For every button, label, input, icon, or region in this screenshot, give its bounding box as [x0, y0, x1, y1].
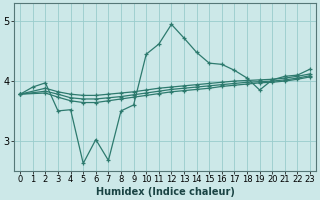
X-axis label: Humidex (Indice chaleur): Humidex (Indice chaleur): [96, 187, 235, 197]
